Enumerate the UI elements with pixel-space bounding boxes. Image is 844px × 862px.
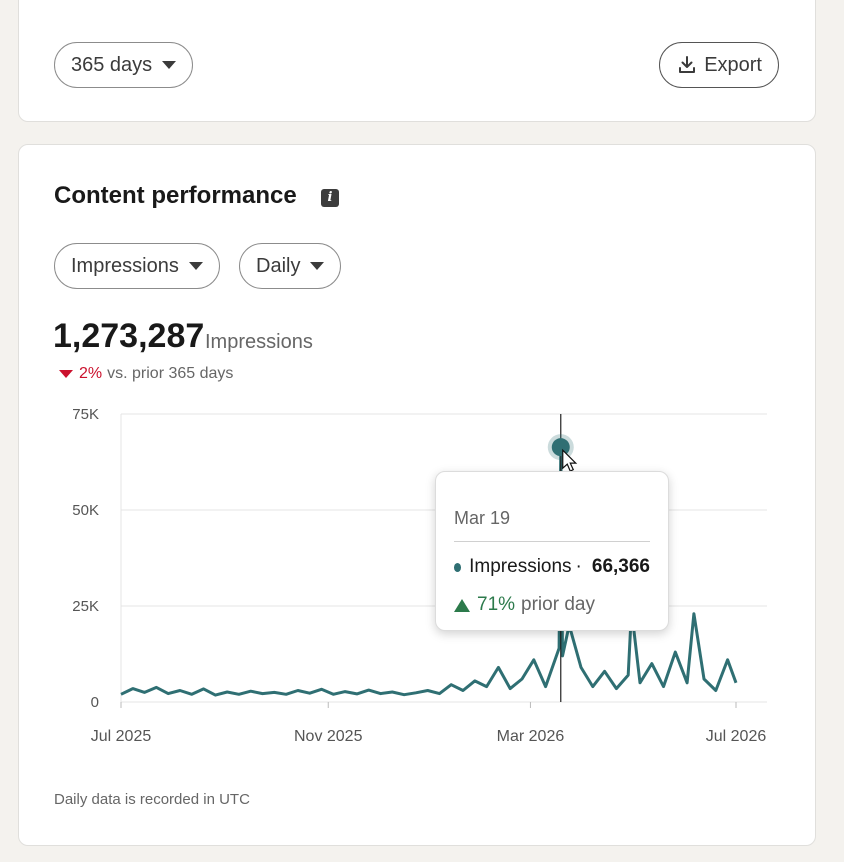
chevron-down-icon bbox=[162, 61, 177, 69]
impressions-chart[interactable]: 0 25K 50K 75K Jul 2025 Nov 2025 Mar 2026 Jul 20… bbox=[19, 145, 817, 765]
section-title: Content performance bbox=[54, 182, 297, 209]
series-dot-icon bbox=[454, 562, 462, 572]
tooltip-change: 71% prior day bbox=[454, 594, 650, 616]
metric-dropdown[interactable]: Impressions bbox=[54, 243, 220, 289]
x-tick-label: Nov 2025 bbox=[294, 728, 363, 745]
y-tick-label: 75K bbox=[72, 406, 99, 423]
cursor-icon bbox=[562, 448, 578, 472]
export-label: Export bbox=[704, 53, 762, 76]
y-tick-label: 25K bbox=[72, 598, 99, 615]
chevron-down-icon bbox=[310, 262, 325, 270]
total-unit-label: Impressions bbox=[205, 331, 313, 353]
tooltip-change-percent: 71% bbox=[477, 594, 516, 615]
tooltip-series-row: Impressions · 66,366 bbox=[454, 556, 650, 578]
tooltip-change-text: prior day bbox=[521, 594, 595, 615]
change-indicator: 2% vs. prior 365 days bbox=[59, 365, 233, 383]
total-impressions: 1,273,287 bbox=[53, 317, 205, 355]
export-button[interactable]: Export bbox=[659, 42, 779, 88]
change-percent: 2% bbox=[79, 365, 103, 382]
range-dropdown[interactable]: 365 days bbox=[54, 42, 194, 88]
footnote: Daily data is recorded in UTC bbox=[54, 791, 250, 808]
interval-dropdown[interactable]: Daily bbox=[239, 243, 342, 289]
range-dropdown-label: 365 days bbox=[71, 53, 153, 76]
tooltip-separator: · bbox=[575, 556, 582, 577]
x-tick-label: Jul 2025 bbox=[91, 728, 152, 745]
info-icon[interactable]: i bbox=[321, 189, 339, 207]
chevron-down-icon bbox=[188, 262, 203, 270]
x-tick-label: Mar 2026 bbox=[497, 728, 565, 745]
chart-tooltip: Mar 19 Impressions · 66,366 71% prior da… bbox=[435, 471, 669, 631]
y-tick-label: 0 bbox=[91, 694, 99, 711]
down-triangle-icon bbox=[59, 370, 73, 378]
download-icon bbox=[679, 56, 696, 73]
y-tick-label: 50K bbox=[72, 502, 99, 519]
filter-card: 365 days Export bbox=[18, 0, 816, 122]
metric-dropdown-label: Impressions bbox=[71, 254, 179, 277]
interval-dropdown-label: Daily bbox=[256, 254, 301, 277]
change-text: vs. prior 365 days bbox=[107, 365, 234, 382]
x-tick-label: Jul 2026 bbox=[706, 728, 767, 745]
up-triangle-icon bbox=[454, 598, 470, 612]
series-line-impressions bbox=[120, 445, 738, 697]
tooltip-date: Mar 19 bbox=[454, 508, 650, 542]
tooltip-series-name: Impressions bbox=[469, 556, 572, 577]
content-performance-card: Content performance i Impressions Daily … bbox=[18, 144, 816, 846]
hover-point bbox=[551, 438, 570, 457]
tooltip-value: 66,366 bbox=[591, 556, 650, 577]
